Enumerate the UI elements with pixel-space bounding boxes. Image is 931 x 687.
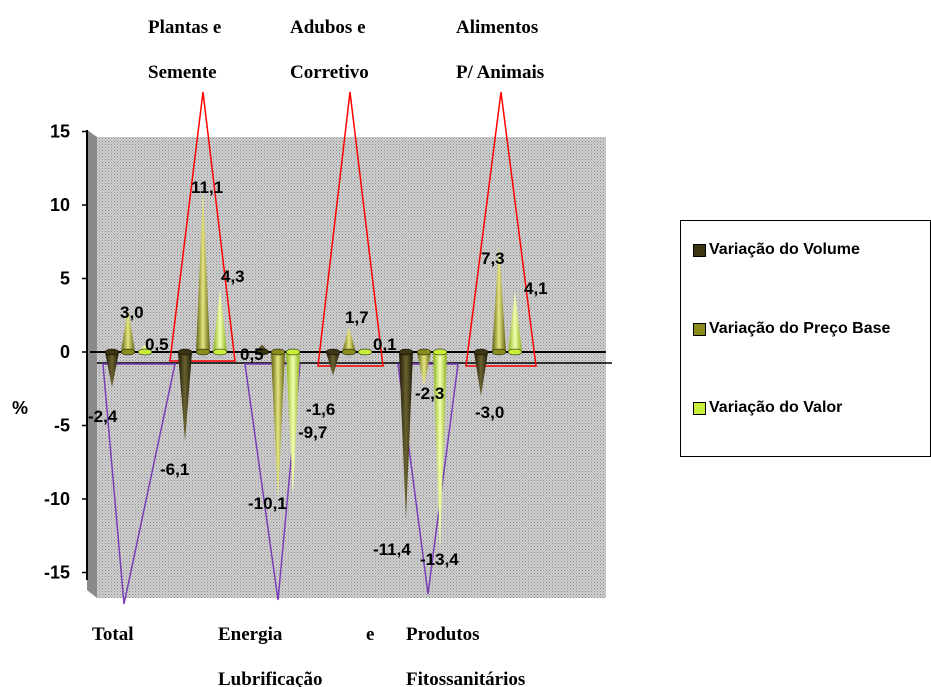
category-outline: [465, 91, 537, 367]
y-tick-label: -5: [54, 416, 70, 436]
data-label: 1,7: [345, 308, 369, 327]
category-label: P/ Animais: [456, 62, 544, 83]
cone-base: [254, 348, 270, 356]
cone-base: [285, 348, 301, 356]
data-label: -11,4: [373, 540, 411, 559]
cone-base: [177, 348, 193, 356]
legend-label-volume: Variação do Volume: [709, 241, 860, 258]
category-label: Total: [92, 624, 134, 645]
data-labels: -2,4 -6,1 0,5 -1,6 -11,4 -3,0 3,0 11,1 -10,1 1,7 -…: [88, 178, 548, 569]
data-cone: [121, 307, 135, 352]
data-label: -9,7: [298, 423, 327, 442]
data-cone: [178, 352, 192, 442]
data-label: 3,0: [120, 303, 144, 322]
data-label: -10,1: [248, 494, 287, 513]
data-cone: [433, 352, 447, 549]
data-cone: [326, 352, 340, 376]
legend-swatch-price: [693, 323, 706, 336]
data-label: -2,3: [415, 384, 444, 403]
category-label: Fitossanitários: [406, 669, 525, 687]
legend: Variação do Volume Variação do Preço Bas…: [680, 220, 931, 457]
data-cone: [213, 288, 227, 352]
data-label: 7,3: [481, 249, 505, 268]
data-cones: [104, 188, 523, 549]
category-label: Corretivo: [290, 62, 369, 83]
data-cone: [492, 244, 506, 352]
data-label: 0,5: [240, 345, 264, 364]
data-label: 11,1: [191, 178, 223, 197]
plot-wall: [87, 130, 606, 598]
cone-base: [341, 348, 357, 356]
y-axis-ticks: 15 10 5 0 -5 -10 -15: [44, 122, 87, 583]
data-label: -13,4: [420, 550, 459, 569]
category-label: Semente: [148, 62, 217, 83]
cone-base: [270, 348, 286, 356]
category-labels: Total Plantas e Semente Energia e Lubrificaçã…: [92, 17, 544, 687]
cone-base: [432, 348, 448, 356]
data-cone: [474, 352, 488, 397]
data-label: 4,3: [221, 267, 245, 286]
category-outline: [169, 91, 236, 362]
cone-base: [195, 348, 211, 356]
y-tick-label: 15: [50, 122, 70, 142]
data-label: 4,1: [524, 279, 548, 298]
legend-item-price: Variação do Preço Base: [693, 319, 893, 339]
cone-base: [491, 348, 507, 356]
data-label: 0,1: [373, 335, 397, 354]
category-outline: [102, 363, 176, 605]
data-label: -1,6: [306, 400, 335, 419]
data-cone: [342, 327, 356, 352]
data-label: -6,1: [160, 460, 189, 479]
category-label: Alimentos: [456, 17, 538, 38]
y-axis-label: %: [12, 398, 28, 418]
category-label: Plantas e: [148, 17, 221, 38]
plot-side-wall: [87, 130, 97, 598]
data-cone: [196, 188, 210, 352]
cone-base: [137, 348, 153, 356]
cone-base: [120, 348, 136, 356]
data-cone: [286, 352, 300, 495]
legend-item-value: Variação do Valor: [693, 398, 842, 418]
data-label: 0,5: [145, 335, 169, 354]
legend-item-volume: Variação do Volume: [693, 240, 860, 260]
data-label: -3,0: [475, 403, 504, 422]
legend-swatch-value: [693, 402, 706, 415]
cone-base: [507, 348, 523, 356]
category-label: Lubrificação: [218, 669, 323, 687]
cone-base: [212, 348, 228, 356]
cone-base: [357, 348, 373, 356]
cone-base: [104, 348, 120, 356]
category-label: e: [366, 624, 374, 645]
y-tick-label: -15: [44, 563, 70, 583]
cone-base: [325, 348, 341, 356]
legend-label-price: Variação do Preço Base: [709, 320, 891, 337]
category-label: Energia: [218, 624, 283, 645]
category-label: Produtos: [406, 624, 480, 645]
cone-base: [416, 348, 432, 356]
data-cone: [508, 291, 522, 352]
data-cone: [417, 352, 431, 386]
cone-base: [398, 348, 414, 356]
legend-label-value: Variação do Valor: [709, 399, 843, 416]
data-cone: [399, 352, 413, 520]
y-tick-label: 10: [50, 195, 70, 215]
category-label: Adubos e: [290, 17, 366, 38]
y-tick-label: 0: [60, 342, 70, 362]
legend-swatch-volume: [693, 244, 706, 257]
data-cone: [271, 352, 285, 501]
data-label: -2,4: [88, 407, 118, 426]
category-outline: [317, 91, 384, 367]
y-tick-label: -10: [44, 489, 70, 509]
data-cone: [105, 352, 119, 388]
cone-base: [473, 348, 489, 356]
y-tick-label: 5: [60, 269, 70, 289]
